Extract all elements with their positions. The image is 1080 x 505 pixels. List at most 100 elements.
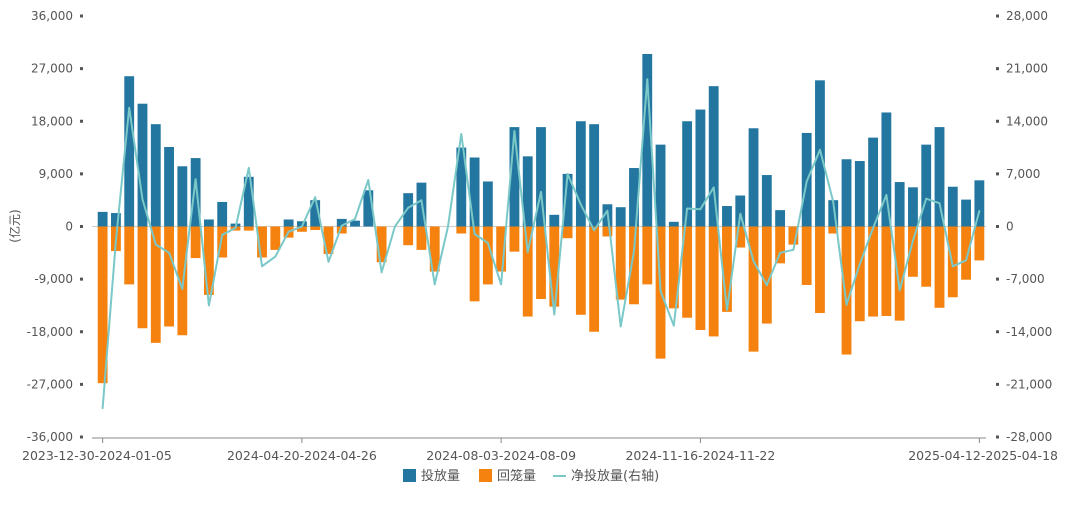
net-release-point <box>925 197 928 200</box>
bar-release <box>921 144 932 227</box>
bar-withdrawal <box>974 226 985 261</box>
bar-release <box>841 159 852 227</box>
bar-release <box>854 161 865 227</box>
right-tick-mark <box>996 382 999 386</box>
bar-withdrawal <box>97 226 108 384</box>
bar-withdrawal <box>961 226 971 280</box>
left-tick-label: 0 <box>65 220 73 234</box>
net-release-point <box>712 186 715 189</box>
bar-release <box>894 182 905 227</box>
bar-release <box>203 219 214 227</box>
net-release-point <box>965 259 967 262</box>
right-tick-mark <box>996 330 999 334</box>
net-release-point <box>832 200 835 203</box>
bar-withdrawal <box>482 226 493 285</box>
bar-release <box>748 128 759 227</box>
net-release-point <box>951 265 954 268</box>
net-release-point <box>659 290 662 292</box>
bar-release <box>655 144 666 227</box>
bar-withdrawal <box>868 226 879 317</box>
bar-release <box>403 193 414 227</box>
left-tick-label: 27,000 <box>31 62 73 76</box>
net-release-point <box>460 133 463 135</box>
bar-release <box>310 200 321 227</box>
bar-release <box>296 221 307 227</box>
bar-release <box>947 186 958 227</box>
left-tick-label: -9,000 <box>34 272 73 286</box>
bar-withdrawal <box>854 226 865 322</box>
net-release-point <box>646 78 649 80</box>
bar-withdrawal <box>509 226 520 252</box>
net-release-point <box>779 252 781 254</box>
left-tick-label: -27,000 <box>27 377 73 391</box>
right-tick-mark <box>996 14 999 18</box>
bar-release <box>283 219 294 227</box>
net-release-point <box>859 263 861 265</box>
bar-withdrawal <box>841 226 852 355</box>
legend: 投放量 回笼量 净投放量(右轴) <box>403 468 659 484</box>
net-release-point <box>487 242 489 244</box>
net-release-point <box>168 252 170 254</box>
bar-withdrawal <box>815 226 825 314</box>
bar-withdrawal <box>921 226 932 287</box>
net-release-point <box>221 233 223 236</box>
left-tick-mark <box>80 172 83 176</box>
left-tick-mark <box>80 435 83 439</box>
net-release-point <box>380 271 383 274</box>
bar-withdrawal <box>403 226 414 246</box>
bar-release <box>961 199 971 227</box>
right-tick-label: 21,000 <box>1006 62 1048 76</box>
bar-release <box>549 214 560 227</box>
bar-release <box>111 213 121 227</box>
net-release-point <box>566 173 569 175</box>
net-release-point <box>247 167 250 169</box>
bar-withdrawal <box>695 226 706 330</box>
bar-release <box>124 76 135 227</box>
net-release-point <box>433 283 436 286</box>
bar-release <box>363 190 374 227</box>
bar-withdrawal <box>761 226 772 324</box>
bar-withdrawal <box>536 226 546 300</box>
bar-release <box>469 157 480 227</box>
right-tick-label: -7,000 <box>1006 272 1045 286</box>
bar-release <box>562 173 573 227</box>
net-release-point <box>580 203 582 206</box>
right-tick-label: -21,000 <box>1006 377 1052 391</box>
bar-withdrawal <box>150 226 161 343</box>
bar-release <box>908 187 918 227</box>
bar-release <box>615 207 626 227</box>
net-release-point <box>287 230 290 233</box>
legend-swatch-series-1 <box>479 469 492 482</box>
bar-withdrawal <box>934 226 945 308</box>
bar-withdrawal <box>469 226 480 302</box>
net-release-point <box>553 313 556 316</box>
bar-withdrawal <box>496 226 507 272</box>
bar-release <box>217 201 228 227</box>
axes-layer: 36,000 27,000 18,000 9,000 0 -9,000 -18,000 -27… <box>22 9 1058 463</box>
net-release-point <box>752 260 755 262</box>
bar-withdrawal <box>575 226 586 315</box>
bar-withdrawal <box>682 226 693 318</box>
bar-withdrawal <box>708 226 719 337</box>
net-release-point <box>194 178 197 180</box>
net-release-point <box>115 239 117 242</box>
bar-release <box>775 210 786 227</box>
bar-release <box>735 195 746 227</box>
bar-release <box>350 220 360 227</box>
bar-withdrawal <box>456 226 467 234</box>
net-release-point <box>792 249 795 251</box>
right-tick-mark <box>996 435 999 439</box>
left-tick-mark <box>80 225 83 228</box>
bar-release <box>722 206 732 227</box>
net-release-point <box>872 227 874 229</box>
bar-withdrawal <box>735 226 746 248</box>
left-tick-mark <box>80 382 83 386</box>
bar-release <box>934 127 945 227</box>
net-release-point <box>261 265 263 268</box>
bar-release <box>629 168 639 227</box>
bar-release <box>190 158 201 227</box>
net-release-point <box>540 191 542 193</box>
bar-withdrawal <box>190 226 201 259</box>
x-tick-label: 2024-08-03-2024-08-09 <box>426 448 576 463</box>
bars-layer <box>97 54 985 384</box>
